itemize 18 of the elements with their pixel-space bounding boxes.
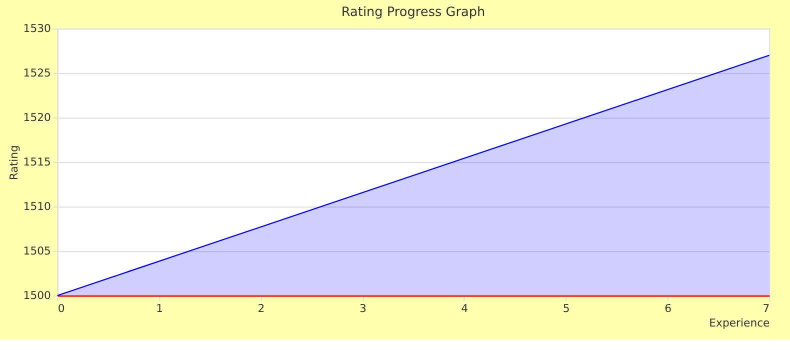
y-tick-label: 1515: [23, 156, 51, 169]
y-tick-label: 1520: [23, 111, 52, 124]
y-tick-label: 1510: [23, 200, 52, 214]
x-tick-label: 7: [762, 302, 770, 315]
y-tick-label: 1525: [23, 66, 51, 80]
x-tick-label: 5: [562, 302, 570, 315]
x-tick-label: 4: [461, 302, 468, 315]
x-axis-title: Experience: [709, 316, 770, 330]
y-tick-label: 1505: [23, 244, 51, 258]
y-tick-label: 1500: [23, 289, 52, 302]
x-tick-label: 3: [359, 302, 366, 315]
chart-title: Rating Progress Graph: [341, 4, 486, 20]
x-tick-label: 6: [664, 302, 672, 315]
x-tick-label: 2: [258, 302, 265, 315]
x-tick-label: 0: [58, 302, 65, 315]
x-tick-label: 1: [156, 302, 163, 315]
y-axis-title: Rating: [7, 145, 20, 180]
y-tick-label: 1530: [23, 22, 52, 36]
